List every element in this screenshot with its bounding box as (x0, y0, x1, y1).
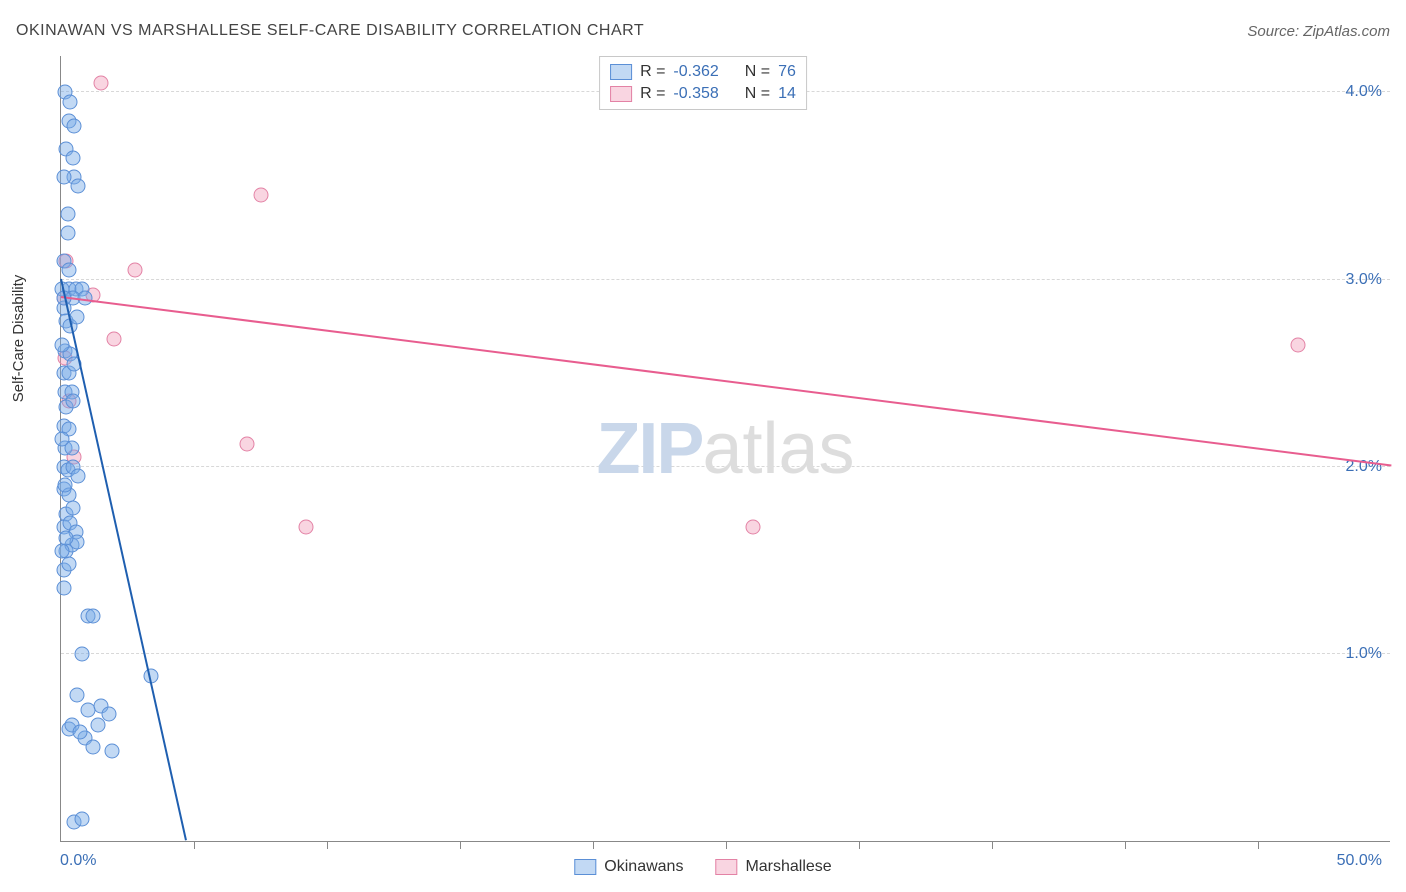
data-point-marshallese (745, 519, 760, 534)
data-point-okinawans (85, 740, 100, 755)
n-label: N = (745, 85, 770, 103)
legend-swatch (610, 86, 632, 102)
legend-swatch (715, 859, 737, 875)
data-point-okinawans (67, 119, 82, 134)
x-tick (327, 841, 328, 849)
data-point-okinawans (65, 500, 80, 515)
data-point-okinawans (56, 169, 71, 184)
data-point-marshallese (128, 263, 143, 278)
y-tick-label: 1.0% (1346, 645, 1382, 663)
x-tick (460, 841, 461, 849)
x-tick (859, 841, 860, 849)
gridline-y (61, 466, 1390, 467)
data-point-okinawans (57, 478, 72, 493)
data-point-okinawans (56, 581, 71, 596)
data-point-okinawans (63, 94, 78, 109)
watermark: ZIPatlas (596, 408, 854, 490)
r-label: R = (640, 85, 665, 103)
data-point-okinawans (60, 207, 75, 222)
n-label: N = (745, 63, 770, 81)
n-value: 14 (778, 85, 796, 103)
data-point-okinawans (75, 811, 90, 826)
n-value: 76 (778, 63, 796, 81)
data-point-okinawans (59, 530, 74, 545)
r-label: R = (640, 63, 665, 81)
data-point-okinawans (55, 543, 70, 558)
source-prefix: Source: (1247, 23, 1303, 40)
watermark-part2: atlas (702, 409, 854, 489)
data-point-marshallese (240, 437, 255, 452)
r-value: -0.358 (673, 85, 718, 103)
data-point-marshallese (1290, 338, 1305, 353)
r-value: -0.362 (673, 63, 718, 81)
data-point-marshallese (298, 519, 313, 534)
data-point-okinawans (71, 469, 86, 484)
data-point-marshallese (107, 332, 122, 347)
data-point-okinawans (72, 725, 87, 740)
stats-legend-row: R = -0.362 N = 76 (610, 61, 796, 83)
data-point-okinawans (65, 150, 80, 165)
x-axis-min-label: 0.0% (60, 852, 96, 870)
series-legend-item: Marshallese (715, 858, 831, 876)
gridline-y (61, 653, 1390, 654)
y-tick-label: 3.0% (1346, 271, 1382, 289)
data-point-okinawans (71, 179, 86, 194)
data-point-marshallese (93, 76, 108, 91)
data-point-okinawans (104, 744, 119, 759)
legend-swatch (574, 859, 596, 875)
x-tick (194, 841, 195, 849)
x-tick (593, 841, 594, 849)
x-tick (1125, 841, 1126, 849)
x-tick (726, 841, 727, 849)
data-point-okinawans (91, 717, 106, 732)
series-label: Okinawans (604, 858, 683, 876)
data-point-okinawans (55, 338, 70, 353)
stats-legend-row: R = -0.358 N = 14 (610, 83, 796, 105)
data-point-okinawans (61, 263, 76, 278)
gridline-y (61, 279, 1390, 280)
stats-legend: R = -0.362 N = 76 R = -0.358 N = 14 (599, 56, 807, 110)
data-point-okinawans (65, 394, 80, 409)
series-legend: Okinawans Marshallese (574, 858, 831, 876)
data-point-okinawans (55, 431, 70, 446)
chart-header: OKINAWAN VS MARSHALLESE SELF-CARE DISABI… (16, 16, 1390, 46)
x-tick (1258, 841, 1259, 849)
data-point-okinawans (61, 557, 76, 572)
plot-region: ZIPatlas 1.0%2.0%3.0%4.0% (60, 56, 1390, 842)
source-name: ZipAtlas.com (1303, 23, 1390, 40)
data-point-okinawans (69, 688, 84, 703)
y-tick-label: 4.0% (1346, 83, 1382, 101)
y-axis-label: Self-Care Disability (10, 275, 27, 403)
data-point-okinawans (85, 609, 100, 624)
source-attribution: Source: ZipAtlas.com (1247, 23, 1390, 40)
x-axis-max-label: 50.0% (1337, 852, 1382, 870)
x-tick (992, 841, 993, 849)
series-label: Marshallese (745, 858, 831, 876)
data-point-okinawans (60, 225, 75, 240)
chart-area: Self-Care Disability ZIPatlas 1.0%2.0%3.… (16, 56, 1390, 876)
series-legend-item: Okinawans (574, 858, 683, 876)
watermark-part1: ZIP (596, 409, 702, 489)
legend-swatch (610, 64, 632, 80)
data-point-okinawans (75, 646, 90, 661)
trendline-marshallese (61, 296, 1391, 466)
chart-title: OKINAWAN VS MARSHALLESE SELF-CARE DISABI… (16, 22, 644, 40)
trendline-okinawans (60, 278, 187, 840)
data-point-marshallese (253, 188, 268, 203)
